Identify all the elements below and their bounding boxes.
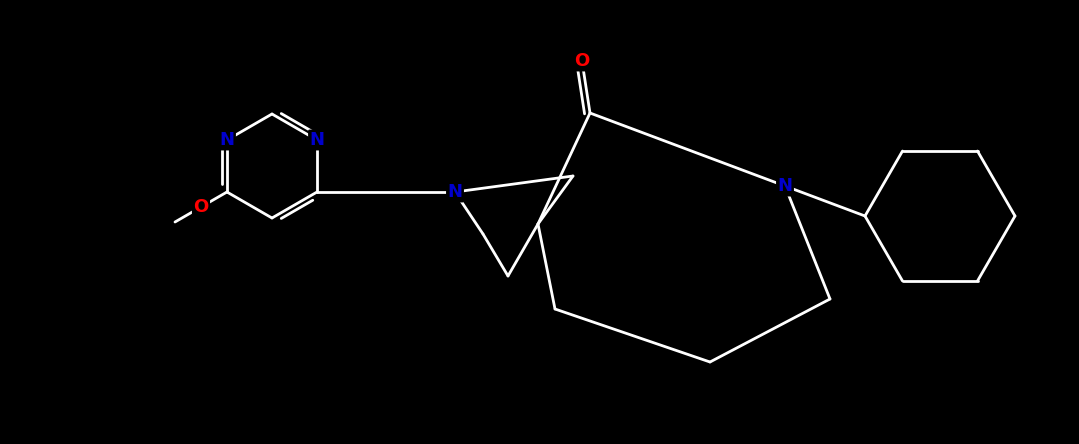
Text: N: N: [448, 183, 463, 201]
Text: N: N: [310, 131, 325, 149]
Text: N: N: [219, 131, 234, 149]
Text: O: O: [193, 198, 208, 216]
Text: O: O: [574, 52, 589, 70]
Text: N: N: [778, 177, 792, 195]
